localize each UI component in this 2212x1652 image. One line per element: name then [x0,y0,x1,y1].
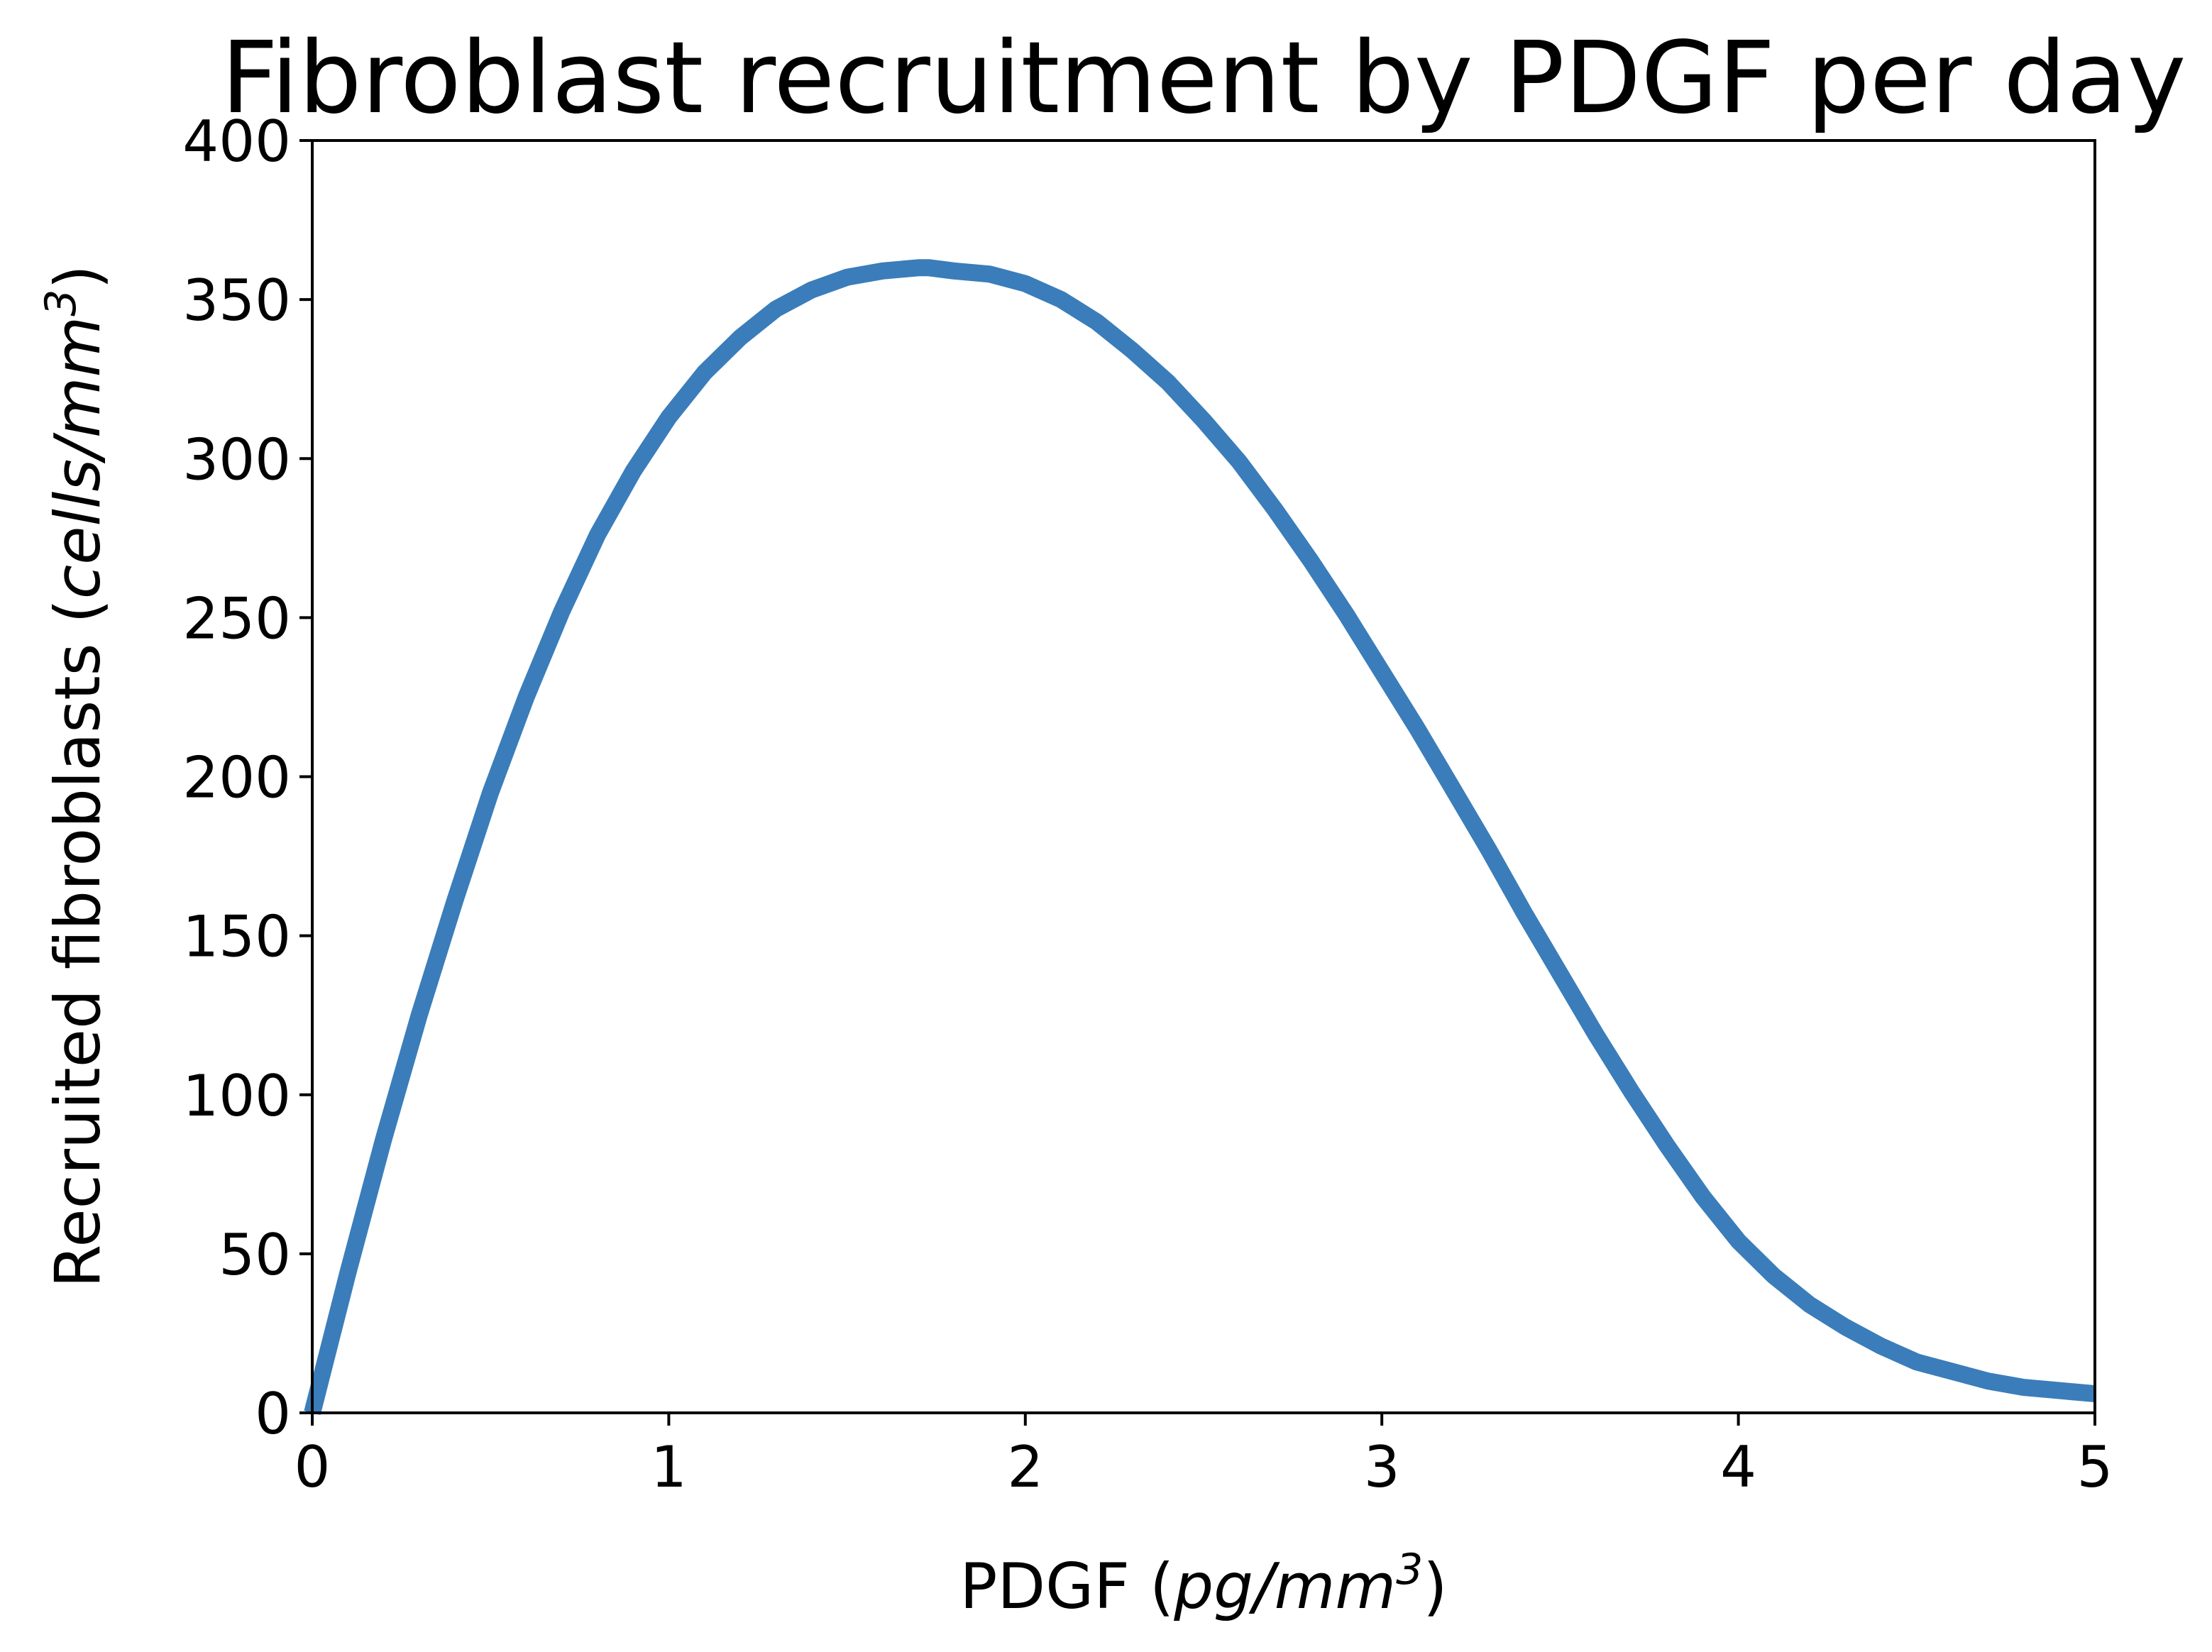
y-tick-label: 100 [182,1063,291,1129]
y-axis-label-sup: 3 [36,290,86,316]
y-tick-label: 200 [182,745,291,811]
x-axis-label-unit: pg/mm [1173,1550,1396,1623]
y-tick-label: 250 [182,585,291,651]
x-axis-label: PDGF (pg/mm3) [959,1545,1447,1623]
y-tick-label: 300 [182,426,291,492]
y-axis: 0 50 100 150 200 250 300 350 400 [182,109,312,1447]
plot-area [304,259,2096,1415]
y-axis-label-prefix: Recruited fibroblasts ( [41,599,114,1288]
chart-title: Fibroblast recruitment by PDGF per day [221,21,2186,136]
y-tick-label: 150 [182,904,291,970]
y-axis-label-suffix: ) [41,265,114,289]
y-tick-label: 0 [255,1381,291,1447]
x-tick-label: 0 [295,1434,331,1500]
x-tick-label: 4 [1720,1434,1756,1500]
x-tick-label: 3 [1364,1434,1400,1500]
y-tick-label: 350 [182,268,291,334]
y-tick-label: 50 [219,1222,291,1288]
x-tick-label: 5 [2077,1434,2113,1500]
x-axis-label-prefix: PDGF ( [959,1550,1174,1623]
y-tick-label: 400 [182,109,291,175]
x-axis: 0 1 2 3 4 5 [295,1413,2113,1500]
x-axis-label-sup: 3 [1396,1545,1423,1595]
series-line [304,259,2096,1415]
x-tick-label: 1 [651,1434,687,1500]
x-tick-label: 2 [1007,1434,1043,1500]
x-axis-label-suffix: ) [1423,1550,1447,1623]
y-axis-label: Recruited fibroblasts (cells/mm3) [36,265,114,1288]
y-axis-label-unit: cells/mm [41,316,114,599]
